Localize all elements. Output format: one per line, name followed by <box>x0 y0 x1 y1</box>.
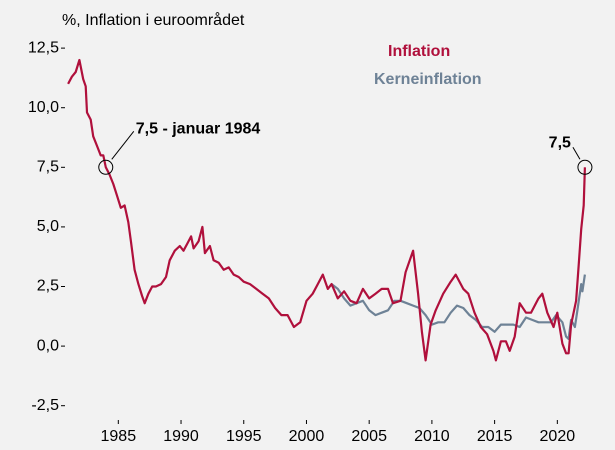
y-tick-label: -2,5 <box>31 397 59 414</box>
annotation-marker <box>577 159 593 175</box>
line-series <box>330 274 586 340</box>
x-tick-label: 1985 <box>101 428 137 445</box>
x-tick-label: 2010 <box>414 428 450 445</box>
x-tick-label: 1990 <box>163 428 199 445</box>
annotation-label: 7,5 - januar 1984 <box>136 121 261 138</box>
x-tick-label: 2020 <box>540 428 576 445</box>
y-tick-label: 2,5 <box>37 278 59 295</box>
x-tick-label: 2005 <box>351 428 387 445</box>
y-tick-label: 10,0 <box>28 99 59 116</box>
line-series <box>67 58 586 362</box>
annotation-leader <box>572 147 581 160</box>
y-tick-label: 12,5 <box>28 39 59 56</box>
annotation-marker <box>98 159 114 175</box>
chart-title: %, Inflation i euroområdet <box>62 11 245 29</box>
legend-label: Kerneinflation <box>374 71 482 88</box>
y-tick-label: 7,5 <box>37 159 59 176</box>
y-tick-label: 5,0 <box>37 218 59 235</box>
x-tick-label: 2015 <box>477 428 513 445</box>
legend-label: Inflation <box>388 43 450 60</box>
annotation-leader <box>111 130 135 160</box>
annotation-label: 7,5 <box>549 135 571 152</box>
x-tick-label: 2000 <box>289 428 325 445</box>
y-tick-label: 0,0 <box>37 337 59 354</box>
x-tick-label: 1995 <box>226 428 262 445</box>
